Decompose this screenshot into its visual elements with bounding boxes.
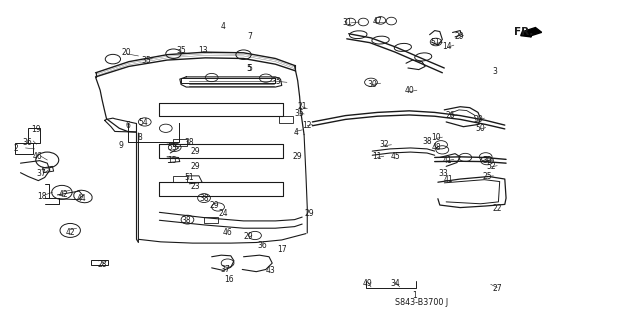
Text: 22: 22 (492, 204, 502, 213)
Bar (15, 142, 33, 154)
Bar (91, 260, 108, 265)
Text: 46: 46 (33, 152, 43, 161)
Text: 41: 41 (444, 175, 454, 184)
Text: 35: 35 (272, 77, 282, 86)
Text: 43: 43 (266, 266, 275, 275)
Text: 47: 47 (372, 17, 382, 26)
Bar (204, 217, 218, 223)
FancyArrow shape (521, 28, 541, 37)
Text: 35: 35 (176, 46, 186, 55)
Text: 29: 29 (190, 147, 200, 156)
Text: 36: 36 (22, 138, 32, 147)
Text: 51: 51 (184, 173, 194, 182)
Text: 14: 14 (443, 42, 452, 51)
Text: 1: 1 (412, 291, 417, 300)
Bar (173, 176, 188, 182)
Text: 29: 29 (244, 232, 253, 241)
Text: FR.: FR. (515, 28, 534, 37)
Text: 6: 6 (125, 121, 130, 130)
Text: 7: 7 (248, 32, 252, 41)
Text: 8: 8 (138, 133, 143, 142)
Text: 26: 26 (446, 111, 456, 120)
Text: 35: 35 (142, 56, 152, 65)
Text: 40: 40 (404, 86, 414, 95)
Text: 34: 34 (390, 279, 400, 288)
Text: 30: 30 (367, 80, 377, 89)
Text: 16: 16 (224, 276, 234, 284)
Text: 36: 36 (258, 241, 268, 250)
Text: 38: 38 (181, 216, 191, 225)
Text: 12: 12 (303, 121, 312, 130)
Bar (173, 140, 188, 146)
Text: 38: 38 (199, 194, 209, 203)
Text: 49: 49 (363, 279, 372, 288)
Text: 18: 18 (36, 192, 46, 201)
Text: 29: 29 (292, 152, 302, 161)
Text: 29: 29 (190, 162, 200, 171)
Text: 23: 23 (191, 182, 200, 191)
Text: 27: 27 (492, 284, 502, 293)
Text: 46: 46 (223, 228, 232, 237)
Text: 37: 37 (36, 169, 47, 178)
Text: 37: 37 (221, 265, 230, 274)
Text: 28: 28 (97, 260, 107, 268)
Text: 29: 29 (209, 202, 219, 211)
Text: 20: 20 (122, 48, 131, 57)
Text: 52: 52 (486, 162, 495, 171)
Text: 44: 44 (76, 194, 86, 203)
Text: 24: 24 (218, 209, 228, 219)
Text: 29: 29 (454, 32, 464, 41)
Text: 17: 17 (277, 245, 287, 254)
Text: 13: 13 (198, 46, 207, 55)
Text: 38: 38 (422, 137, 432, 146)
Text: 39: 39 (473, 115, 483, 124)
Text: 11: 11 (372, 152, 382, 161)
Text: 51: 51 (430, 38, 440, 47)
Text: 41: 41 (443, 156, 452, 165)
Text: 4: 4 (293, 128, 298, 137)
Text: 53: 53 (167, 143, 177, 152)
Text: 35: 35 (295, 108, 305, 117)
Text: 10: 10 (431, 133, 441, 142)
Text: 42: 42 (59, 190, 68, 199)
Text: S843-B3700 J: S843-B3700 J (396, 298, 449, 307)
Text: 21: 21 (298, 102, 307, 111)
Text: 30: 30 (482, 156, 492, 165)
Text: 5: 5 (246, 64, 251, 73)
Text: 32: 32 (379, 140, 388, 149)
Text: 4: 4 (221, 22, 225, 31)
Text: 54: 54 (138, 118, 148, 127)
Text: 45: 45 (390, 152, 400, 161)
Text: 3: 3 (493, 67, 498, 76)
Text: 2: 2 (13, 144, 18, 153)
Text: 33: 33 (439, 169, 449, 178)
Bar (28, 128, 40, 142)
Text: 29: 29 (305, 209, 315, 219)
Text: 5: 5 (248, 63, 252, 73)
Text: 15: 15 (167, 156, 177, 164)
Text: 31: 31 (342, 18, 351, 27)
Text: 42: 42 (65, 228, 75, 237)
Text: 38: 38 (184, 138, 194, 147)
Text: 9: 9 (119, 141, 124, 150)
Bar (279, 116, 293, 123)
Text: 48: 48 (431, 143, 441, 152)
Text: 19: 19 (31, 125, 41, 134)
Text: 25: 25 (482, 172, 492, 181)
Text: 50: 50 (476, 124, 486, 133)
